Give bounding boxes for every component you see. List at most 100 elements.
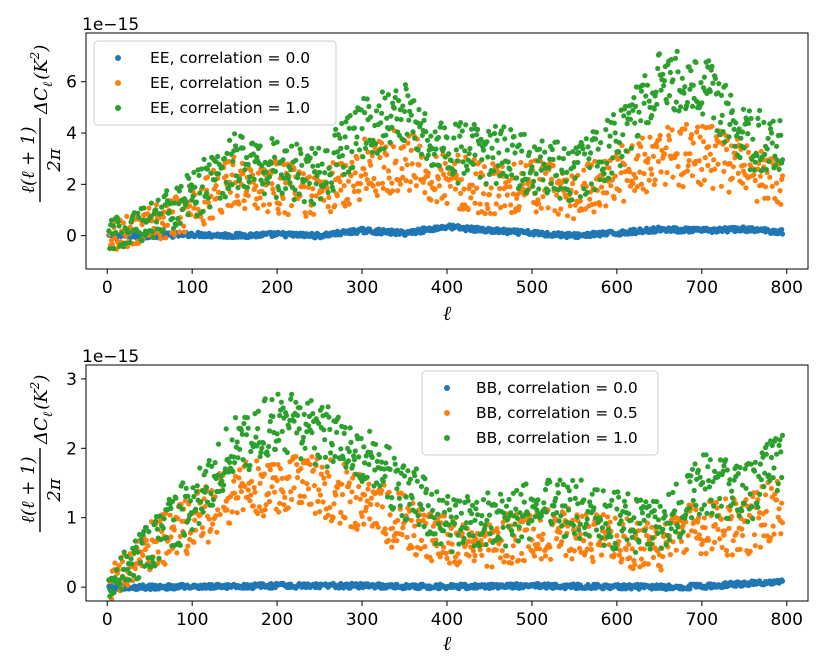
bb-point — [645, 513, 651, 519]
ee-point — [646, 177, 652, 183]
bb-point — [255, 510, 261, 517]
ee-point — [236, 201, 242, 207]
ee-point — [533, 171, 539, 177]
ee-point — [661, 78, 668, 84]
ee-point — [732, 143, 738, 149]
bb-point — [283, 412, 290, 419]
bb-point — [432, 531, 438, 537]
bb-point — [341, 430, 347, 436]
bb-point — [778, 449, 784, 455]
bb-point — [529, 518, 535, 524]
bb-point — [168, 505, 174, 511]
ee-point — [245, 193, 251, 199]
bb-point — [317, 492, 323, 498]
ee-point — [653, 89, 659, 95]
bb-point — [284, 449, 290, 456]
ee-point — [379, 140, 385, 146]
ee-point — [666, 137, 673, 143]
bb-point — [736, 513, 742, 519]
bb-point — [288, 489, 294, 495]
bb-point — [154, 526, 160, 532]
bb-point — [621, 526, 627, 532]
ee-point — [409, 161, 415, 167]
ee-point — [657, 132, 663, 138]
ee-point — [257, 195, 263, 201]
bb-point — [770, 475, 776, 481]
bb-point — [702, 486, 708, 492]
ee-point — [148, 214, 154, 220]
bb-point — [156, 555, 162, 562]
bb-point — [486, 512, 493, 518]
ee-point — [441, 145, 447, 151]
bb-point — [696, 511, 702, 517]
bb-point — [718, 503, 725, 509]
ee-point — [727, 121, 733, 127]
ee-point — [350, 164, 356, 171]
ee-point — [770, 118, 776, 124]
ee-point — [219, 164, 225, 170]
ee-point — [751, 167, 758, 173]
ee-point — [470, 189, 476, 195]
ee-point — [548, 180, 555, 187]
ee-point — [358, 173, 364, 179]
bb-point — [503, 503, 510, 509]
ee-point — [537, 154, 544, 160]
ee-point — [436, 163, 442, 169]
bb-point — [446, 522, 452, 528]
bb-point — [643, 499, 649, 505]
ee-point — [523, 163, 529, 169]
ee-point — [733, 120, 739, 126]
bb-point — [429, 558, 435, 564]
ee-point — [582, 151, 588, 157]
bb-point — [356, 484, 362, 490]
ee-point — [736, 126, 742, 132]
ee-point — [323, 180, 329, 186]
bb-point — [276, 437, 282, 443]
ee-point — [377, 147, 383, 153]
ee-point — [115, 218, 121, 224]
ee-point — [388, 113, 394, 119]
bb-point — [722, 528, 728, 534]
bb-point — [374, 458, 380, 464]
ee-point — [550, 162, 556, 168]
ee-point — [244, 184, 250, 191]
ee-point — [655, 65, 661, 72]
bb-point — [198, 499, 204, 505]
ee-point — [474, 185, 480, 191]
ee-point — [363, 185, 369, 192]
ee-point — [322, 170, 328, 176]
bb-point — [717, 536, 723, 542]
bb-point — [449, 541, 455, 547]
ee-point — [354, 155, 360, 161]
ee-point — [606, 165, 612, 171]
ee-point — [379, 110, 385, 116]
bb-point — [548, 520, 555, 527]
bb-point — [415, 513, 421, 519]
bb-point — [521, 558, 527, 564]
bb-point — [112, 575, 118, 581]
bb-point — [380, 478, 386, 485]
ee-point — [261, 191, 267, 197]
bb-point — [512, 521, 518, 527]
ee-point — [356, 188, 362, 194]
bb-point — [612, 540, 618, 546]
bb-point — [703, 452, 709, 458]
ee-point — [364, 177, 370, 183]
ee-point — [698, 181, 704, 188]
ee-point — [752, 159, 758, 165]
ee-point — [176, 229, 182, 235]
ee-point — [245, 161, 251, 167]
bb-point — [706, 537, 712, 543]
bb-point — [661, 509, 668, 515]
bb-point — [240, 507, 246, 513]
ee-point — [160, 227, 166, 233]
ee-point — [606, 143, 612, 149]
bb-point — [768, 535, 774, 541]
ee-point — [463, 122, 469, 128]
ee-point — [595, 146, 601, 152]
ee-point — [510, 191, 516, 197]
bb-point — [124, 553, 130, 560]
bb-point — [702, 525, 708, 531]
ee-point — [400, 103, 406, 109]
bb-point — [531, 553, 538, 559]
